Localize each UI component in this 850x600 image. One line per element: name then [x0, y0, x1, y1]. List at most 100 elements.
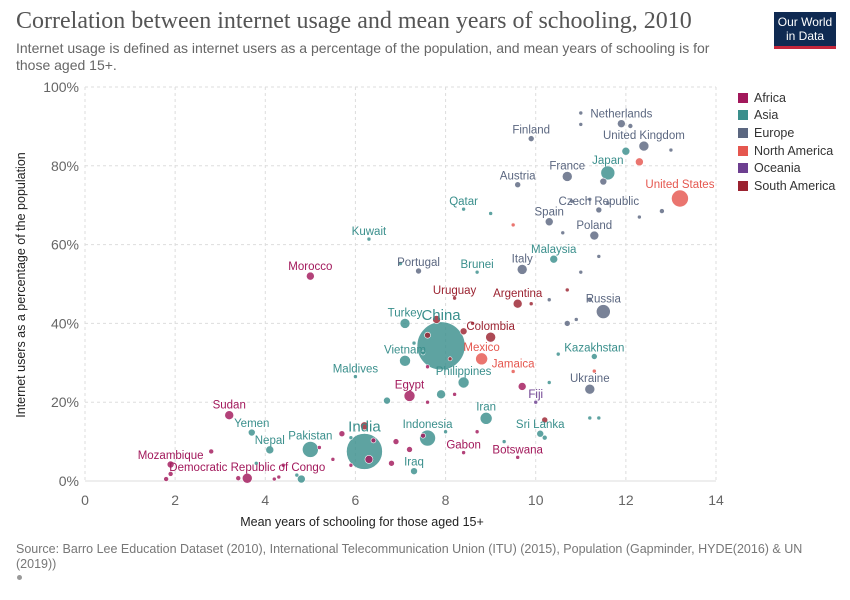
data-point[interactable]: [452, 392, 457, 397]
data-point[interactable]: [392, 438, 400, 445]
data-point[interactable]: [420, 432, 426, 439]
data-point[interactable]: [398, 261, 403, 266]
data-point[interactable]: [348, 462, 354, 468]
data-point[interactable]: [563, 320, 571, 327]
data-point[interactable]: Turkey: [399, 318, 411, 329]
data-point[interactable]: Pakistan: [302, 441, 319, 458]
data-point[interactable]: [447, 356, 453, 362]
data-point[interactable]: Kazakhstan: [591, 353, 598, 360]
data-point[interactable]: [360, 421, 369, 431]
data-point[interactable]: Maldives: [353, 374, 358, 379]
data-point[interactable]: [596, 415, 602, 421]
data-point[interactable]: [420, 350, 426, 356]
data-point[interactable]: [587, 196, 593, 202]
data-point[interactable]: [235, 475, 242, 482]
data-point[interactable]: [167, 471, 174, 477]
data-point[interactable]: [528, 301, 534, 307]
data-point[interactable]: Iraq: [410, 467, 418, 475]
data-point[interactable]: [436, 389, 446, 400]
data-point[interactable]: Ukraine: [584, 383, 596, 395]
data-point[interactable]: [573, 317, 579, 322]
data-point[interactable]: Fiji: [533, 399, 539, 405]
data-point[interactable]: [517, 382, 527, 391]
data-point[interactable]: [424, 331, 431, 339]
data-point[interactable]: Russia: [596, 304, 611, 319]
data-point[interactable]: [271, 476, 277, 482]
data-point[interactable]: [501, 439, 507, 444]
data-point[interactable]: Malaysia: [549, 254, 559, 264]
data-point[interactable]: Democratic Republic of Congo: [241, 472, 253, 484]
legend-item[interactable]: North America: [738, 142, 835, 160]
legend-item[interactable]: Asia: [738, 107, 835, 125]
data-point[interactable]: [297, 474, 306, 484]
data-point[interactable]: Qatar: [461, 206, 466, 212]
data-point[interactable]: [659, 208, 665, 214]
legend-item[interactable]: Oceania: [738, 159, 835, 177]
data-point[interactable]: [578, 110, 584, 116]
data-point[interactable]: [592, 368, 597, 374]
data-point[interactable]: Vietnam: [399, 355, 411, 367]
legend-item[interactable]: South America: [738, 177, 835, 195]
data-point[interactable]: [546, 380, 552, 385]
data-point[interactable]: [443, 429, 448, 435]
data-point[interactable]: Netherlands: [617, 119, 626, 128]
data-point[interactable]: [668, 147, 674, 153]
data-point[interactable]: United States: [671, 189, 689, 208]
data-point[interactable]: [470, 321, 475, 326]
data-point[interactable]: Sri Lanka: [536, 429, 545, 438]
data-point[interactable]: [383, 396, 391, 405]
data-point[interactable]: [569, 198, 575, 204]
data-point[interactable]: Japan: [600, 165, 616, 181]
data-point[interactable]: Portugal: [415, 267, 422, 275]
data-point[interactable]: [564, 287, 570, 293]
data-point[interactable]: [253, 460, 259, 466]
data-point[interactable]: [276, 474, 282, 480]
data-point[interactable]: Austria: [514, 181, 521, 189]
data-point[interactable]: [317, 445, 322, 450]
data-point[interactable]: [474, 429, 480, 435]
data-point[interactable]: Colombia: [485, 331, 496, 343]
data-point[interactable]: [541, 416, 549, 424]
data-point[interactable]: [621, 146, 631, 156]
data-point[interactable]: [459, 327, 468, 336]
data-point[interactable]: [294, 472, 300, 478]
data-point[interactable]: [605, 200, 611, 206]
data-point[interactable]: Morocco: [306, 271, 315, 281]
data-point[interactable]: [432, 315, 441, 324]
data-point[interactable]: Kuwait: [366, 236, 372, 242]
data-point[interactable]: [510, 222, 516, 228]
data-point[interactable]: [586, 296, 593, 303]
data-point[interactable]: [330, 457, 336, 462]
data-point[interactable]: [411, 340, 417, 346]
owid-logo[interactable]: Our World in Data: [774, 12, 836, 49]
data-point[interactable]: [637, 214, 642, 220]
data-point[interactable]: [406, 446, 413, 453]
legend-item[interactable]: Europe: [738, 124, 835, 142]
data-point[interactable]: Poland: [589, 230, 600, 241]
data-point[interactable]: [488, 211, 493, 216]
data-point[interactable]: Brunei: [474, 269, 480, 275]
legend-item[interactable]: Africa: [738, 89, 835, 107]
data-point[interactable]: Mexico: [475, 352, 488, 366]
data-point[interactable]: Uruguay: [452, 295, 457, 301]
data-point[interactable]: [578, 269, 584, 275]
data-point[interactable]: Italy: [516, 264, 528, 275]
data-point[interactable]: [596, 254, 602, 259]
data-point[interactable]: [546, 297, 552, 303]
data-point[interactable]: [578, 122, 584, 127]
data-point[interactable]: [599, 177, 608, 186]
data-point[interactable]: Yemen: [247, 428, 256, 437]
data-point[interactable]: [560, 230, 566, 236]
data-point[interactable]: [555, 351, 561, 357]
data-point[interactable]: United Kingdom: [638, 140, 650, 152]
data-point[interactable]: [635, 157, 644, 167]
data-point[interactable]: [388, 459, 395, 467]
data-point[interactable]: [364, 455, 374, 464]
data-point[interactable]: Iran: [479, 412, 493, 425]
data-point[interactable]: [627, 123, 634, 129]
data-point[interactable]: Czech Republic: [595, 206, 603, 214]
data-point[interactable]: [541, 434, 548, 441]
data-point[interactable]: France: [561, 171, 573, 182]
data-point[interactable]: Philippines: [457, 376, 470, 389]
data-point[interactable]: [425, 399, 430, 405]
